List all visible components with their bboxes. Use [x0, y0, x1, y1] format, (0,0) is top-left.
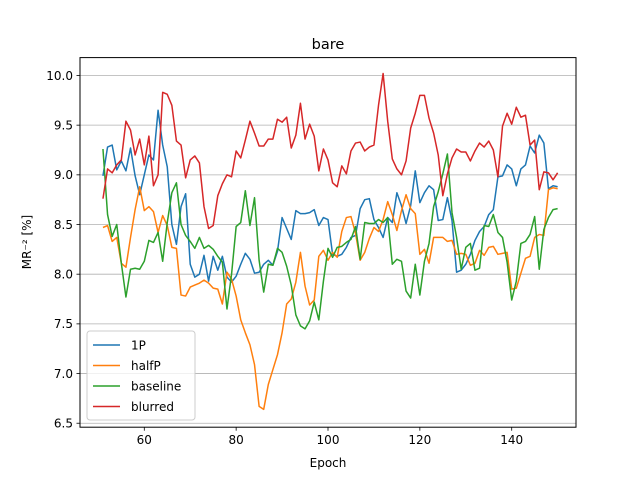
x-tick-label: 100 [317, 433, 340, 447]
x-tick-label: 140 [500, 433, 523, 447]
y-axis-ticks: 6.5 7.0 7.5 8.0 8.5 9.0 9.5 10.0 [46, 69, 80, 431]
legend: 1P halfP baseline blurred [86, 330, 196, 421]
x-tick-label: 120 [408, 433, 431, 447]
x-axis-ticks: 60 80 100 120 140 [137, 427, 523, 447]
legend-label-halfp: halfP [131, 359, 161, 373]
y-tick-label: 8.5 [54, 218, 73, 232]
y-axis-label: MR⁻² [%] [20, 215, 34, 269]
series-lines [102, 72, 559, 411]
x-tick-label: 60 [137, 433, 152, 447]
series-line-blurred [102, 72, 559, 230]
chart-title: bare [312, 37, 345, 53]
y-tick-label: 8.0 [54, 267, 73, 281]
y-tick-label: 7.5 [54, 317, 73, 331]
y-tick-label: 9.0 [54, 168, 73, 182]
y-tick-label: 10.0 [46, 69, 73, 83]
y-tick-label: 6.5 [54, 417, 73, 431]
series-line-baseline [102, 148, 558, 330]
legend-label-1p: 1P [131, 338, 146, 352]
legend-label-blurred: blurred [131, 400, 174, 414]
y-tick-label: 9.5 [54, 118, 73, 132]
series-line-1p [102, 109, 558, 283]
y-tick-label: 7.0 [54, 367, 73, 381]
x-axis-label: Epoch [310, 456, 347, 470]
legend-box [86, 330, 196, 421]
x-tick-label: 80 [229, 433, 244, 447]
legend-label-baseline: baseline [131, 379, 181, 393]
